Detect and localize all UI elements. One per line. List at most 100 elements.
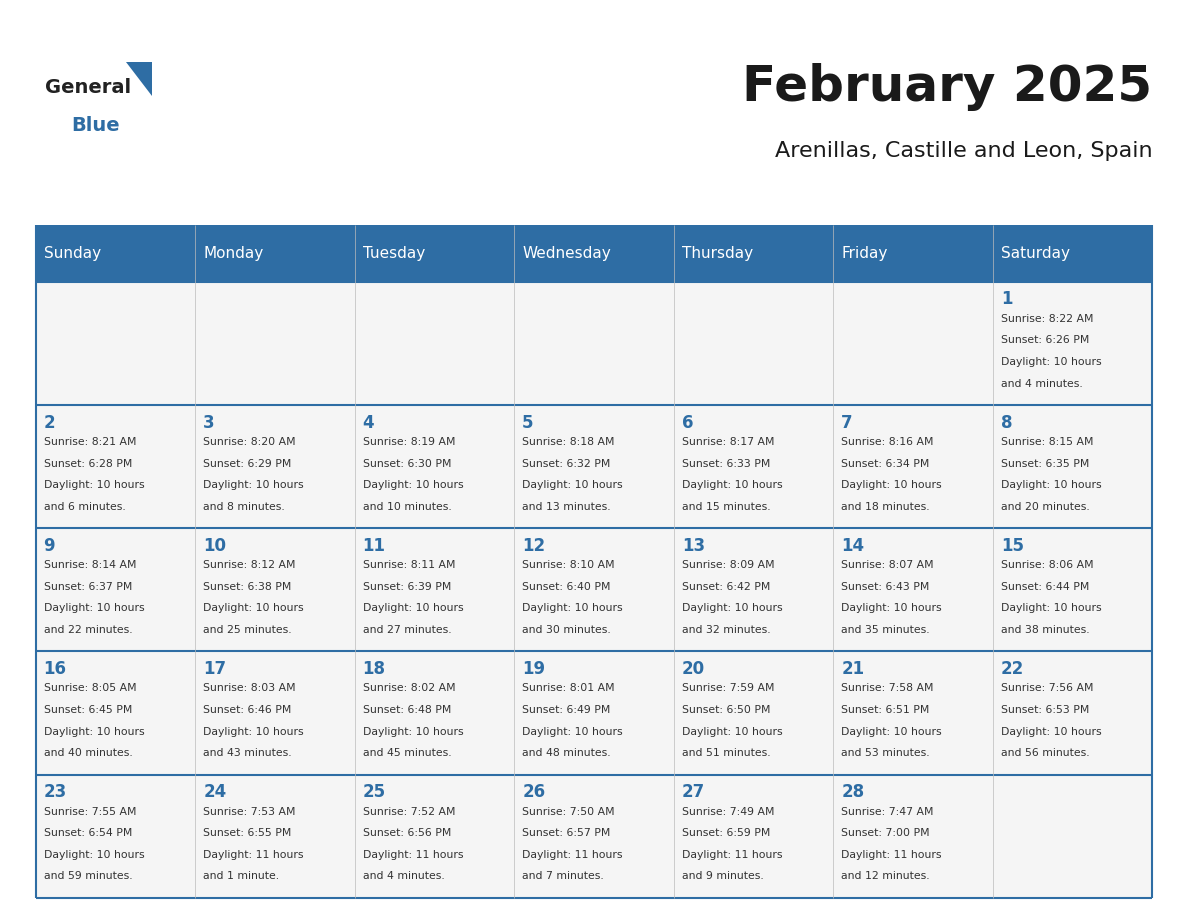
Text: Daylight: 10 hours: Daylight: 10 hours xyxy=(362,480,463,490)
Text: 11: 11 xyxy=(362,537,386,554)
Text: Sunrise: 8:09 AM: Sunrise: 8:09 AM xyxy=(682,560,775,570)
Text: Daylight: 10 hours: Daylight: 10 hours xyxy=(44,726,144,736)
Text: Daylight: 10 hours: Daylight: 10 hours xyxy=(1000,603,1101,613)
Bar xyxy=(355,775,514,898)
Bar xyxy=(674,282,833,405)
Text: Sunrise: 8:10 AM: Sunrise: 8:10 AM xyxy=(523,560,615,570)
Bar xyxy=(195,282,355,405)
Bar xyxy=(514,528,674,652)
Text: Sunset: 6:51 PM: Sunset: 6:51 PM xyxy=(841,705,930,715)
Text: Daylight: 11 hours: Daylight: 11 hours xyxy=(362,850,463,860)
Text: 3: 3 xyxy=(203,414,215,431)
Text: Sunrise: 8:20 AM: Sunrise: 8:20 AM xyxy=(203,437,296,447)
Text: Sunset: 6:54 PM: Sunset: 6:54 PM xyxy=(44,828,132,838)
Text: 15: 15 xyxy=(1000,537,1024,554)
Text: Sunrise: 8:02 AM: Sunrise: 8:02 AM xyxy=(362,683,455,693)
Text: 22: 22 xyxy=(1000,660,1024,678)
Text: 26: 26 xyxy=(523,783,545,801)
Text: 12: 12 xyxy=(523,537,545,554)
Text: and 43 minutes.: and 43 minutes. xyxy=(203,748,292,758)
Text: Sunrise: 8:14 AM: Sunrise: 8:14 AM xyxy=(44,560,137,570)
Text: Sunrise: 8:18 AM: Sunrise: 8:18 AM xyxy=(523,437,614,447)
Text: and 40 minutes.: and 40 minutes. xyxy=(44,748,132,758)
Text: and 38 minutes.: and 38 minutes. xyxy=(1000,625,1089,635)
Text: and 15 minutes.: and 15 minutes. xyxy=(682,502,770,511)
Text: Sunrise: 8:05 AM: Sunrise: 8:05 AM xyxy=(44,683,137,693)
Text: and 22 minutes.: and 22 minutes. xyxy=(44,625,132,635)
Bar xyxy=(195,652,355,775)
Text: Sunrise: 8:21 AM: Sunrise: 8:21 AM xyxy=(44,437,137,447)
Text: 14: 14 xyxy=(841,537,865,554)
Polygon shape xyxy=(126,62,152,96)
Text: Sunset: 6:29 PM: Sunset: 6:29 PM xyxy=(203,459,291,468)
Text: and 9 minutes.: and 9 minutes. xyxy=(682,871,764,881)
Text: 10: 10 xyxy=(203,537,226,554)
Text: Daylight: 10 hours: Daylight: 10 hours xyxy=(682,726,783,736)
Text: Sunrise: 8:16 AM: Sunrise: 8:16 AM xyxy=(841,437,934,447)
Text: Sunrise: 7:58 AM: Sunrise: 7:58 AM xyxy=(841,683,934,693)
Bar xyxy=(36,405,195,528)
Bar xyxy=(514,652,674,775)
Text: Sunset: 6:59 PM: Sunset: 6:59 PM xyxy=(682,828,770,838)
Text: Sunset: 6:37 PM: Sunset: 6:37 PM xyxy=(44,582,132,592)
Text: Friday: Friday xyxy=(841,246,887,261)
Bar xyxy=(833,225,993,282)
Text: 7: 7 xyxy=(841,414,853,431)
Text: and 4 minutes.: and 4 minutes. xyxy=(362,871,444,881)
Text: 23: 23 xyxy=(44,783,67,801)
Text: Wednesday: Wednesday xyxy=(523,246,611,261)
Text: Sunrise: 7:52 AM: Sunrise: 7:52 AM xyxy=(362,807,455,817)
Bar xyxy=(514,225,674,282)
Bar xyxy=(355,225,514,282)
Bar xyxy=(355,528,514,652)
Text: Sunrise: 7:53 AM: Sunrise: 7:53 AM xyxy=(203,807,296,817)
Text: Sunset: 7:00 PM: Sunset: 7:00 PM xyxy=(841,828,930,838)
Text: Daylight: 10 hours: Daylight: 10 hours xyxy=(203,726,304,736)
Text: Sunrise: 7:56 AM: Sunrise: 7:56 AM xyxy=(1000,683,1093,693)
Text: Sunset: 6:48 PM: Sunset: 6:48 PM xyxy=(362,705,451,715)
Text: Daylight: 10 hours: Daylight: 10 hours xyxy=(682,480,783,490)
Bar xyxy=(833,528,993,652)
Text: and 12 minutes.: and 12 minutes. xyxy=(841,871,930,881)
Bar xyxy=(674,405,833,528)
Text: Sunrise: 8:01 AM: Sunrise: 8:01 AM xyxy=(523,683,615,693)
Text: Daylight: 10 hours: Daylight: 10 hours xyxy=(362,603,463,613)
Text: Daylight: 10 hours: Daylight: 10 hours xyxy=(1000,480,1101,490)
Text: 19: 19 xyxy=(523,660,545,678)
Bar xyxy=(514,405,674,528)
Text: 9: 9 xyxy=(44,537,55,554)
Text: Daylight: 10 hours: Daylight: 10 hours xyxy=(841,726,942,736)
Text: Sunset: 6:43 PM: Sunset: 6:43 PM xyxy=(841,582,930,592)
Text: 13: 13 xyxy=(682,537,704,554)
Text: Daylight: 10 hours: Daylight: 10 hours xyxy=(44,603,144,613)
Text: Sunrise: 7:50 AM: Sunrise: 7:50 AM xyxy=(523,807,615,817)
Text: 18: 18 xyxy=(362,660,386,678)
Text: and 20 minutes.: and 20 minutes. xyxy=(1000,502,1089,511)
Text: Sunrise: 7:49 AM: Sunrise: 7:49 AM xyxy=(682,807,775,817)
Text: Blue: Blue xyxy=(71,117,120,135)
Text: Sunset: 6:28 PM: Sunset: 6:28 PM xyxy=(44,459,132,468)
Text: Daylight: 10 hours: Daylight: 10 hours xyxy=(523,603,623,613)
Text: Sunrise: 8:12 AM: Sunrise: 8:12 AM xyxy=(203,560,296,570)
Text: Daylight: 10 hours: Daylight: 10 hours xyxy=(44,850,144,860)
Text: Sunset: 6:32 PM: Sunset: 6:32 PM xyxy=(523,459,611,468)
Bar xyxy=(195,528,355,652)
Text: Monday: Monday xyxy=(203,246,264,261)
Text: Sunset: 6:34 PM: Sunset: 6:34 PM xyxy=(841,459,930,468)
Text: Sunset: 6:57 PM: Sunset: 6:57 PM xyxy=(523,828,611,838)
Text: and 6 minutes.: and 6 minutes. xyxy=(44,502,126,511)
Text: 27: 27 xyxy=(682,783,704,801)
Text: 20: 20 xyxy=(682,660,704,678)
Bar xyxy=(993,775,1152,898)
Text: 16: 16 xyxy=(44,660,67,678)
Text: and 7 minutes.: and 7 minutes. xyxy=(523,871,604,881)
Text: Sunset: 6:30 PM: Sunset: 6:30 PM xyxy=(362,459,451,468)
Text: Sunset: 6:55 PM: Sunset: 6:55 PM xyxy=(203,828,291,838)
Text: 25: 25 xyxy=(362,783,386,801)
Text: Daylight: 10 hours: Daylight: 10 hours xyxy=(523,480,623,490)
Text: Sunrise: 8:11 AM: Sunrise: 8:11 AM xyxy=(362,560,455,570)
Text: Daylight: 10 hours: Daylight: 10 hours xyxy=(362,726,463,736)
Text: and 18 minutes.: and 18 minutes. xyxy=(841,502,930,511)
Text: Sunset: 6:50 PM: Sunset: 6:50 PM xyxy=(682,705,770,715)
Text: Daylight: 11 hours: Daylight: 11 hours xyxy=(682,850,782,860)
